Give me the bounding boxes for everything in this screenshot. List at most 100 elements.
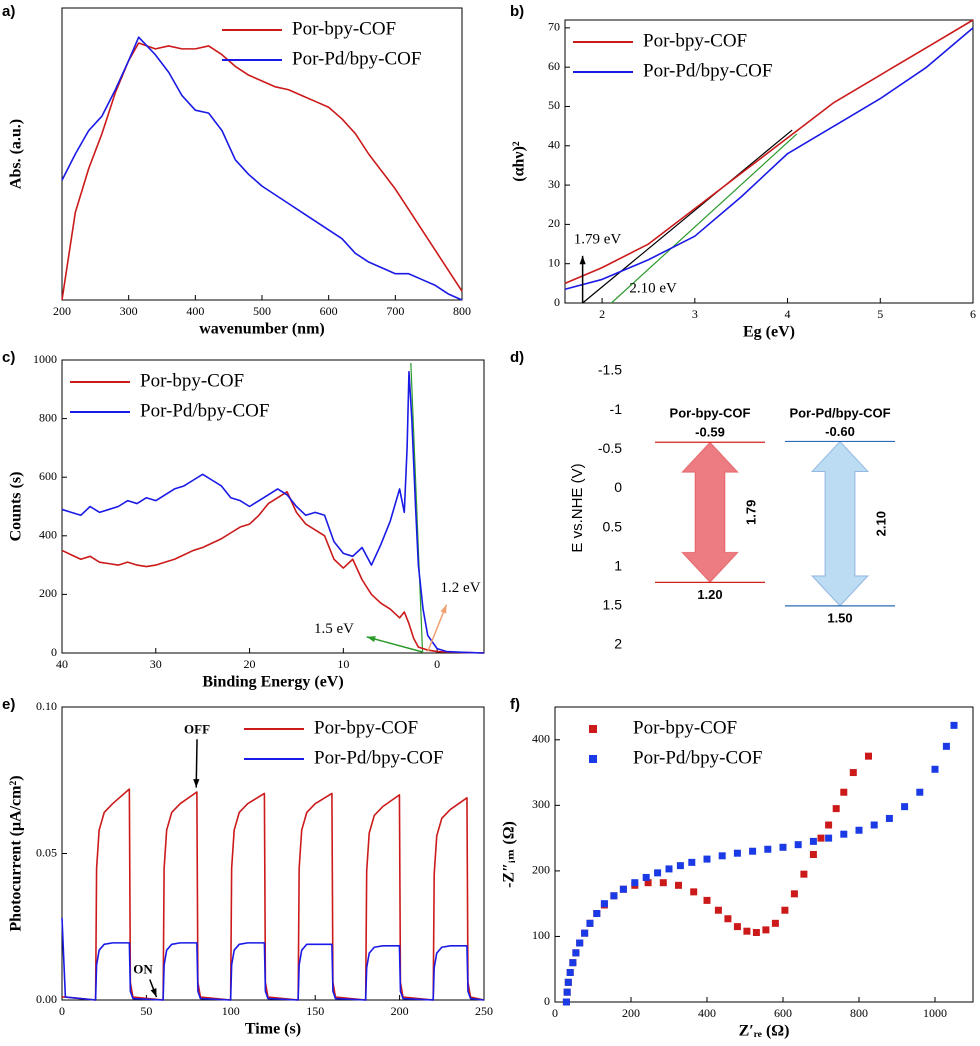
- x-tick-label: 700: [386, 304, 404, 318]
- data-point: [714, 906, 722, 914]
- data-point: [581, 929, 589, 937]
- x-tick-label: 3: [692, 307, 698, 321]
- legend-label: Por-Pd/bpy-COF: [314, 747, 443, 768]
- annotation: 1.5 eV: [314, 621, 354, 637]
- y-tick-label: 200: [532, 863, 550, 877]
- data-point: [950, 721, 958, 729]
- x-tick-label: 4: [785, 307, 791, 321]
- x-tick-label: 600: [320, 304, 338, 318]
- legend-label: Por-Pd/bpy-COF: [633, 747, 762, 768]
- x-tick-label: 100: [222, 1004, 240, 1018]
- data-point: [870, 821, 878, 829]
- data-point: [825, 821, 833, 829]
- x-axis-title: wavenumber (nm): [199, 321, 324, 338]
- y-axis-title: Photocurrent (μA/cm²): [8, 775, 25, 931]
- y-tick-label: 0: [544, 994, 550, 1008]
- x-tick-label: 150: [306, 1004, 324, 1018]
- panel-label: c): [2, 349, 15, 366]
- data-point: [743, 927, 751, 935]
- annotation: OFF: [184, 721, 210, 736]
- data-point: [586, 919, 594, 927]
- x-tick-label: 2: [599, 307, 605, 321]
- data-point: [781, 906, 789, 914]
- gap-arrow: [810, 440, 870, 607]
- y-axis-title: -Z″ᵢₘ (Ω): [501, 821, 518, 888]
- series-name: Por-Pd/bpy-COF: [789, 405, 890, 420]
- data-point: [654, 869, 662, 877]
- data-point: [690, 888, 698, 896]
- data-point: [576, 939, 584, 947]
- data-point: [942, 742, 950, 750]
- data-point: [865, 752, 872, 760]
- plot-frame: [554, 706, 974, 1003]
- data-point: [832, 805, 840, 813]
- x-axis-title: Eg (eV): [743, 324, 795, 341]
- legend-label: Por-bpy-COF: [633, 717, 737, 738]
- data-point: [794, 841, 802, 849]
- y-tick-label: 400: [39, 528, 57, 542]
- x-tick-label: 0: [552, 1006, 558, 1020]
- y-tick-label: 400: [532, 732, 550, 746]
- panel-label: a): [2, 3, 15, 20]
- y-axis-title: Abs. (a.u.): [8, 119, 25, 189]
- x-tick-label: 400: [698, 1006, 716, 1020]
- x-tick-label: 0: [59, 1004, 65, 1018]
- data-point: [676, 862, 684, 870]
- data-point: [764, 845, 772, 853]
- x-tick-label: 5: [877, 307, 883, 321]
- data-point: [675, 881, 682, 889]
- annotation: 1.2 eV: [441, 580, 481, 596]
- y-tick-label: -1.5: [598, 362, 622, 378]
- y-tick-label: 0: [554, 295, 560, 309]
- annotation: 1.79 eV: [574, 232, 622, 248]
- data-point: [885, 814, 893, 822]
- data-point: [849, 769, 857, 777]
- data-point: [593, 910, 601, 917]
- y-tick-label: 200: [39, 586, 57, 600]
- y-tick-label: 40: [548, 138, 560, 152]
- data-point: [752, 929, 760, 937]
- gap-arrow: [680, 441, 740, 584]
- data-point: [610, 892, 618, 900]
- data-point: [665, 865, 673, 873]
- data-point: [688, 858, 696, 866]
- x-tick-label: 500: [253, 304, 271, 318]
- series-name: Por-bpy-COF: [670, 405, 751, 420]
- arrow-head: [579, 255, 586, 265]
- legend-label: Por-bpy-COF: [140, 370, 244, 391]
- data-point: [659, 879, 667, 887]
- y-tick-label: 0.5: [603, 518, 623, 534]
- data-point: [901, 803, 909, 811]
- data-point: [562, 998, 570, 1006]
- x-tick-label: 600: [774, 1006, 792, 1020]
- x-tick-label: 300: [120, 304, 138, 318]
- tangent-line: [582, 129, 793, 304]
- panel-label: f): [510, 696, 520, 713]
- data-point: [600, 900, 608, 908]
- annotation: ON: [133, 962, 153, 977]
- band-edge-label: -0.60: [825, 424, 855, 439]
- x-tick-label: 10: [337, 657, 349, 671]
- y-tick-label: 2: [614, 636, 622, 652]
- data-line: [61, 917, 485, 1001]
- data-line: [61, 36, 463, 301]
- tangent-line: [610, 133, 798, 304]
- data-point: [644, 879, 652, 887]
- legend-label: Por-bpy-COF: [643, 30, 747, 51]
- data-line: [61, 491, 485, 654]
- data-point: [931, 765, 939, 773]
- y-tick-label: 800: [39, 410, 57, 424]
- arrow-head: [440, 604, 447, 614]
- y-tick-label: 1000: [33, 352, 57, 366]
- data-point: [733, 849, 741, 857]
- data-point: [840, 788, 848, 796]
- data-point: [619, 885, 627, 893]
- y-tick-label: -1: [610, 401, 623, 417]
- x-axis-title: Time (s): [245, 1021, 301, 1038]
- y-tick-label: 600: [39, 469, 57, 483]
- data-point: [718, 852, 726, 860]
- data-point: [855, 826, 863, 834]
- y-tick-label: 1.5: [603, 597, 623, 613]
- gap-label: 1.79: [743, 500, 758, 525]
